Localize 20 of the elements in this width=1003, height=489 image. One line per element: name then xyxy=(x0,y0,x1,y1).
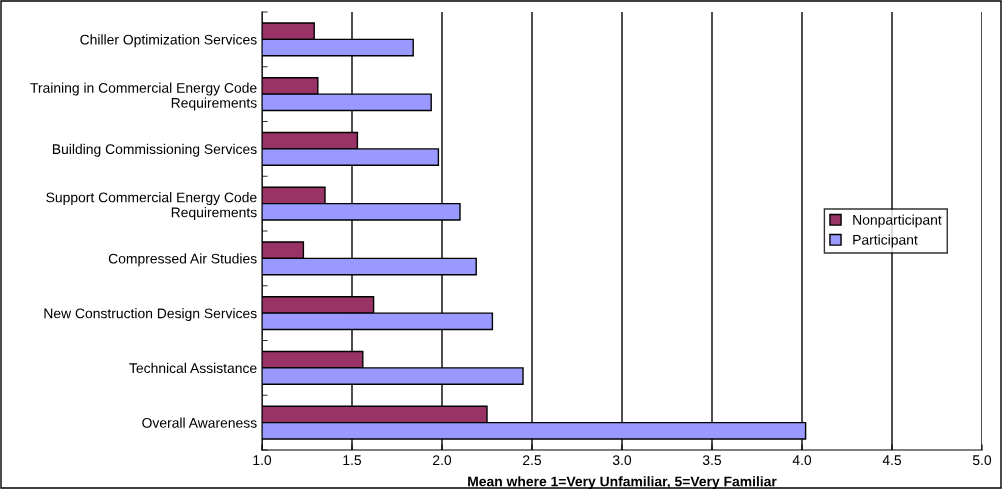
x-tick-label: 4.5 xyxy=(882,455,902,466)
x-tick-label: 5.0 xyxy=(972,455,992,466)
y-tick-label: Chiller Optimization Services xyxy=(80,34,257,48)
y-tick-label: Support Commercial Energy Code Requirements xyxy=(46,192,257,221)
x-tick-label: 2.5 xyxy=(523,455,542,466)
x-tick-label: 2.0 xyxy=(433,455,452,466)
x-tick-label: 1.5 xyxy=(343,455,362,466)
x-axis-title: Mean where 1=Very Unfamiliar, 5=Very Familiar xyxy=(468,476,777,489)
y-tick-label: Building Commissioning Services xyxy=(52,143,257,157)
legend-label: Participant xyxy=(853,234,918,248)
x-tick-label: 3.5 xyxy=(702,455,722,466)
y-tick-label: Training in Commercial Energy Code Requirements xyxy=(30,82,257,111)
legend-label: Nonparticipant xyxy=(853,214,942,228)
y-tick-label: Technical Assistance xyxy=(129,362,257,374)
x-tick-label: 1.0 xyxy=(253,455,272,466)
x-tick-label: 3.0 xyxy=(612,455,632,466)
y-tick-label: Compressed Air Studies xyxy=(108,253,257,267)
y-tick-label: New Construction Design Services xyxy=(44,308,257,322)
x-tick-label: 4.0 xyxy=(792,455,812,466)
y-tick-label: Overall Awareness xyxy=(142,417,257,428)
